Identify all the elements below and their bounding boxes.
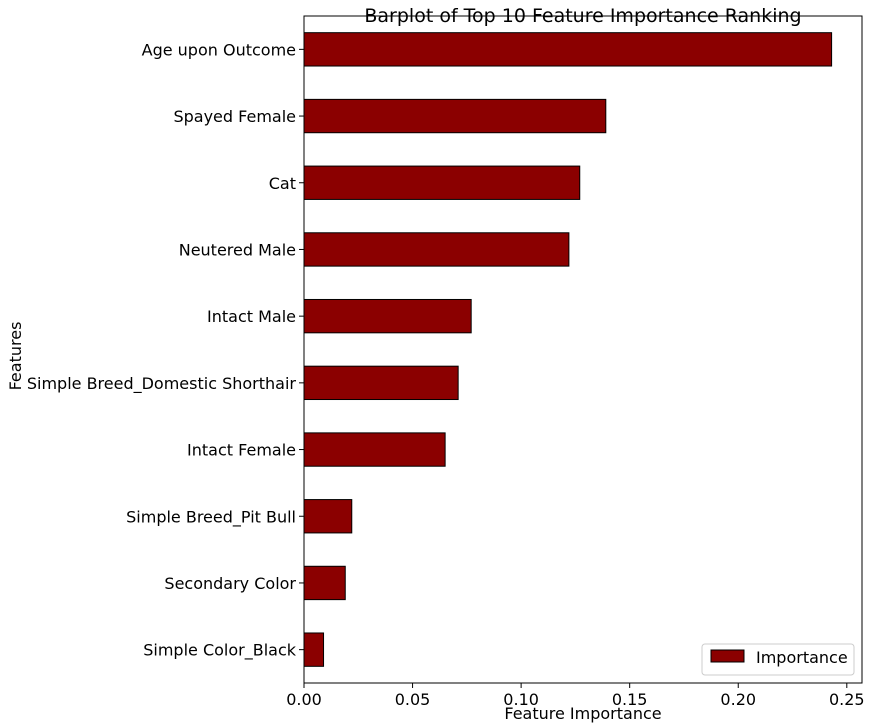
x-axis-label: Feature Importance	[504, 704, 661, 723]
bar-4	[303, 232, 570, 267]
x-tick-label: 0.05	[395, 690, 431, 709]
y-tick-label: Age upon Outcome	[142, 40, 296, 59]
x-axis-ticks: 0.00 0.05 0.10 0.15 0.20 0.25	[286, 683, 865, 709]
y-tick-label: Simple Color_Black	[143, 641, 297, 661]
y-axis-label: Features	[6, 322, 25, 391]
bars-group	[303, 32, 833, 667]
y-tick-label: Simple Breed_Domestic Shorthair	[27, 374, 297, 394]
legend: Importance	[701, 643, 855, 676]
x-tick-label: 0.15	[612, 690, 648, 709]
bar-8	[303, 499, 353, 534]
bar-3	[303, 165, 581, 200]
y-tick-label: Intact Male	[207, 307, 296, 326]
x-tick-label: 0.10	[503, 690, 539, 709]
x-tick-label: 0.00	[286, 690, 322, 709]
x-tick-label: 0.20	[720, 690, 756, 709]
x-tick-label: 0.25	[829, 690, 865, 709]
bar-2	[303, 98, 607, 134]
y-tick-label: Neutered Male	[179, 240, 296, 259]
bar-7	[303, 432, 446, 467]
y-axis-ticks: Age upon Outcome Spayed Female Cat Neutered…	[27, 40, 304, 661]
bar-5	[303, 298, 472, 334]
y-tick-label: Cat	[269, 174, 296, 193]
bar-10	[303, 632, 325, 667]
y-tick-label: Spayed Female	[173, 107, 296, 126]
bar-9	[303, 565, 346, 601]
bar-1	[303, 32, 833, 67]
legend-swatch	[710, 649, 745, 663]
y-tick-label: Simple Breed_Pit Bull	[126, 507, 296, 527]
plot-frame	[303, 15, 863, 684]
y-tick-label: Intact Female	[187, 441, 296, 460]
y-tick-label: Secondary Color	[164, 574, 296, 593]
bar-6	[303, 365, 459, 401]
legend-label: Importance	[756, 648, 848, 667]
